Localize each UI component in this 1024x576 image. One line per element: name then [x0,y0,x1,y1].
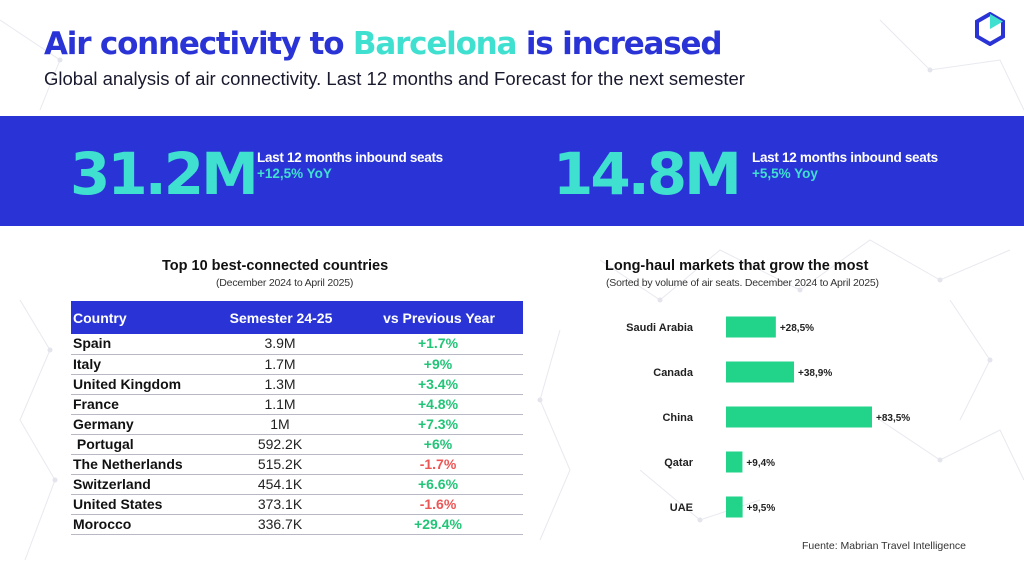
header-vs-previous: vs Previous Year [353,301,523,334]
table-row: United Kingdom 1.3M +3.4% [71,374,523,395]
brand-logo-icon [975,12,1005,46]
kpi-2-label: Last 12 months inbound seats [752,150,938,165]
title-after: is increased [525,26,723,62]
data-label: +9,5% [747,503,776,514]
semester-cell: 1.7M [207,354,353,375]
change-cell: -1.6% [353,494,523,515]
country-cell: Germany [71,414,207,435]
table-title: Top 10 best-connected countries [162,258,389,274]
change-cell: -1.7% [353,454,523,475]
table-row: Morocco 336.7K +29.4% [71,514,523,535]
country-cell: Italy [71,354,207,375]
header-country: Country [71,301,207,334]
data-label: +38,9% [798,368,832,379]
semester-cell: 1.1M [207,394,353,415]
change-cell: +6% [353,434,523,455]
table-subtitle: (December 2024 to April 2025) [216,277,354,289]
chart-subtitle: (Sorted by volume of air seats. December… [606,277,879,289]
change-cell: +7.3% [353,414,523,435]
bar [726,361,795,383]
semester-cell: 592.2K [207,434,353,455]
kpi-2-delta: +5,5% Yoy [752,166,818,181]
title-accent: Barcelona [352,26,518,62]
change-cell: +29.4% [353,514,523,535]
bar [726,406,872,428]
semester-cell: 454.1K [207,474,353,495]
category-label: Qatar [664,457,693,469]
category-label: China [662,412,693,424]
page-subtitle: Global analysis of air connectivity. Las… [44,68,745,89]
semester-cell: 1.3M [207,374,353,395]
country-cell: United States [71,494,207,515]
country-cell: The Netherlands [71,454,207,475]
change-cell: +9% [353,354,523,375]
data-label: +83,5% [876,413,910,424]
kpi-1-value: 31.2M [70,140,259,208]
change-cell: +1.7% [353,334,523,355]
table-row: Germany 1M +7.3% [71,414,523,435]
header-semester: Semester 24-25 [207,301,353,334]
table-row: France 1.1M +4.8% [71,394,523,415]
semester-cell: 3.9M [207,334,353,355]
country-cell: Spain [71,334,207,355]
change-cell: +4.8% [353,394,523,415]
category-label: Saudi Arabia [626,322,694,334]
table-row: The Netherlands 515.2K -1.7% [71,454,523,475]
title-before: Air connectivity to [44,26,345,62]
bar [726,316,776,338]
table-row: United States 373.1K -1.6% [71,494,523,515]
semester-cell: 336.7K [207,514,353,535]
table-header-row: Country Semester 24-25 vs Previous Year [71,301,523,334]
kpi-2-value: 14.8M [553,140,742,208]
country-cell: France [71,394,207,415]
country-cell: Morocco [71,514,207,535]
data-label: +28,5% [780,323,814,334]
country-cell: Switzerland [71,474,207,495]
page-title: Air connectivity to Barcelona is increas… [44,26,723,62]
semester-cell: 1M [207,414,353,435]
country-cell: Portugal [71,434,207,455]
bar [726,496,743,518]
semester-cell: 515.2K [207,454,353,475]
kpi-banner [0,116,1024,226]
long-haul-bar-chart: Saudi Arabia +28,5% Canada +38,9% China +83,5… [626,316,910,518]
table-row: Portugal 592.2K +6% [71,434,523,455]
category-label: Canada [653,367,694,379]
semester-cell: 373.1K [207,494,353,515]
countries-table: Country Semester 24-25 vs Previous Year … [71,301,523,535]
kpi-1-label: Last 12 months inbound seats [257,150,443,165]
country-cell: United Kingdom [71,374,207,395]
table-row: Italy 1.7M +9% [71,354,523,375]
change-cell: +6.6% [353,474,523,495]
bar [726,451,743,473]
kpi-1-delta: +12,5% YoY [257,166,332,181]
table-row: Spain 3.9M +1.7% [71,334,523,355]
change-cell: +3.4% [353,374,523,395]
category-label: UAE [670,502,693,514]
table-row: Switzerland 454.1K +6.6% [71,474,523,495]
data-label: +9,4% [746,458,775,469]
chart-title: Long-haul markets that grow the most [605,258,869,274]
source-note: Fuente: Mabrian Travel Intelligence [802,540,967,552]
